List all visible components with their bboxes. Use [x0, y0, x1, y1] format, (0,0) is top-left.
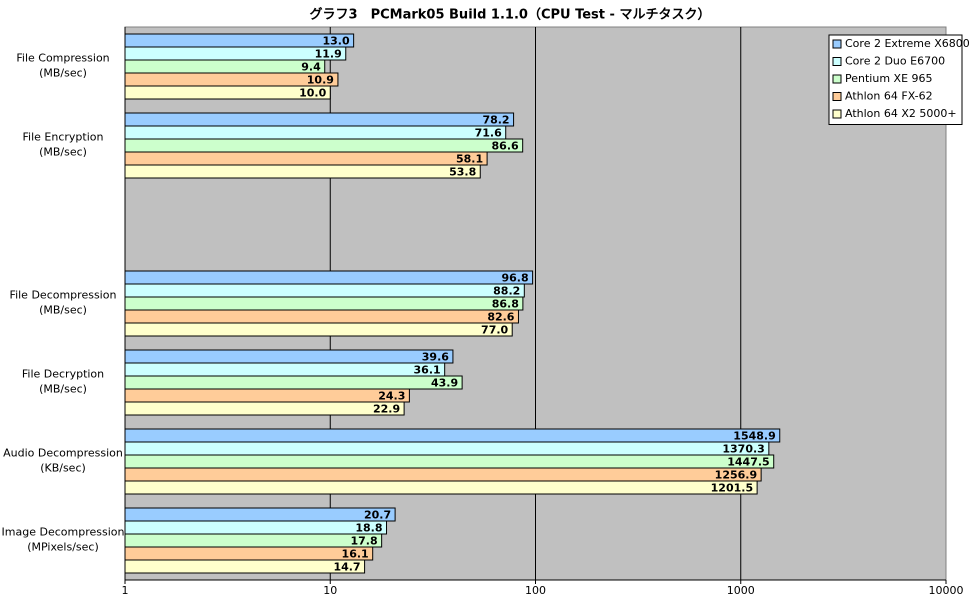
x-tick-label: 100 [525, 584, 546, 597]
bar [124, 520, 388, 535]
value-label: 1201.5 [711, 482, 753, 495]
y-tick-label: Image Decompression (MPixels/sec) [2, 526, 125, 554]
value-label: 1256.9 [715, 469, 757, 482]
y-tick-label: File Compression (MB/sec) [16, 52, 109, 80]
bar [124, 309, 519, 324]
y-tick-label: File Decompression (MB/sec) [10, 289, 117, 317]
bar [124, 112, 515, 127]
bar [124, 138, 524, 153]
bar [124, 507, 396, 522]
bar [124, 125, 507, 140]
y-tick-label: File Decryption (MB/sec) [22, 368, 104, 396]
bar [124, 559, 366, 574]
value-label: 14.7 [333, 561, 360, 574]
value-label: 11.9 [315, 48, 342, 61]
bar [124, 283, 525, 298]
value-label: 22.9 [373, 403, 400, 416]
x-tick-label: 1 [122, 584, 129, 597]
value-label: 16.1 [342, 548, 369, 561]
value-label: 10.9 [307, 74, 334, 87]
bar [124, 428, 781, 443]
bar [124, 467, 762, 482]
value-label: 96.8 [501, 272, 528, 285]
value-label: 9.4 [301, 61, 321, 74]
y-tick-label: File Encryption (MB/sec) [23, 131, 104, 159]
legend-swatch [832, 57, 842, 66]
legend-label: Pentium XE 965 [845, 72, 933, 85]
bar [124, 441, 770, 456]
value-label: 39.6 [422, 351, 449, 364]
bar [124, 349, 454, 364]
value-label: 1447.5 [727, 456, 769, 469]
legend-label: Athlon 64 FX-62 [845, 90, 933, 103]
bar [124, 480, 758, 495]
y-tick-label: Audio Decompression (KB/sec) [3, 447, 123, 475]
value-label: 24.3 [378, 390, 405, 403]
value-label: 82.6 [487, 311, 514, 324]
bar [124, 401, 405, 416]
bar [124, 85, 331, 100]
bar [124, 388, 410, 403]
bar [124, 151, 488, 166]
bar [124, 362, 446, 377]
chart-title: グラフ3 PCMark05 Build 1.1.0（CPU Test - マルチ… [310, 7, 711, 23]
bar [124, 546, 374, 561]
legend-swatch [832, 74, 842, 84]
value-label: 36.1 [414, 364, 441, 377]
value-label: 1370.3 [722, 443, 764, 456]
bar [124, 454, 775, 469]
value-label: 86.6 [492, 140, 519, 153]
bar [124, 164, 481, 179]
value-label: 77.0 [481, 324, 508, 337]
value-label: 1548.9 [733, 430, 775, 443]
value-label: 88.2 [493, 285, 520, 298]
value-label: 13.0 [322, 35, 349, 48]
legend-label: Core 2 Duo E6700 [845, 55, 945, 68]
bar [124, 33, 355, 48]
value-label: 10.0 [299, 87, 326, 100]
bar [124, 46, 347, 61]
x-tick-label: 10000 [929, 584, 964, 597]
bar [124, 375, 463, 390]
bar [124, 296, 524, 311]
value-label: 58.1 [456, 153, 483, 166]
legend-swatch [832, 39, 842, 49]
x-tick-label: 1000 [727, 584, 755, 597]
legend-box [828, 34, 963, 125]
value-label: 86.8 [492, 298, 519, 311]
bar [124, 270, 534, 285]
value-label: 71.6 [475, 127, 502, 140]
value-label: 17.8 [351, 535, 378, 548]
bar [124, 59, 326, 74]
legend-swatch [832, 109, 842, 119]
value-label: 78.2 [482, 114, 509, 127]
bar [124, 322, 513, 337]
x-tick-label: 10 [323, 584, 337, 597]
value-label: 43.9 [431, 377, 458, 390]
value-label: 18.8 [355, 522, 382, 535]
bar [124, 533, 383, 548]
legend-label: Core 2 Extreme X6800 [845, 37, 970, 50]
value-label: 20.7 [364, 509, 391, 522]
legend-swatch [832, 92, 842, 101]
value-label: 53.8 [449, 166, 476, 179]
legend-label: Athlon 64 X2 5000+ [845, 107, 957, 120]
